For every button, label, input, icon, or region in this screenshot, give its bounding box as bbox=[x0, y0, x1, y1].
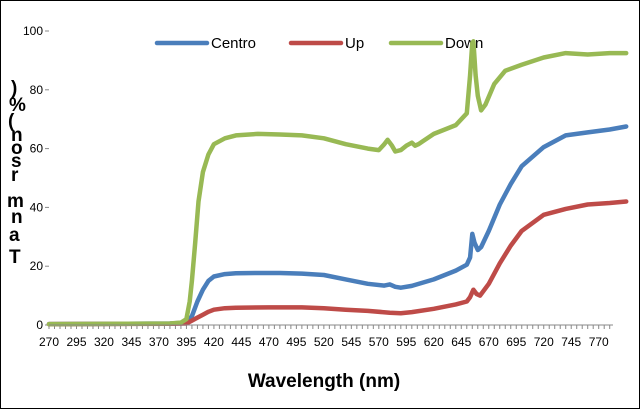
x-tick-label: 620 bbox=[424, 335, 444, 349]
x-tick-label: 595 bbox=[396, 335, 416, 349]
x-tick-label: 470 bbox=[259, 335, 279, 349]
legend-label-down: Down bbox=[445, 35, 483, 52]
y-axis-title-char: s bbox=[11, 151, 22, 172]
y-axis-ticks: 0 20 40 60 80 100 bbox=[23, 24, 49, 332]
x-tick-label: 670 bbox=[479, 335, 499, 349]
x-tick-label: 745 bbox=[561, 335, 581, 349]
y-axis-title-char: n bbox=[11, 125, 23, 146]
x-tick-label: 720 bbox=[534, 335, 554, 349]
series-line-centro bbox=[46, 124, 629, 327]
y-tick-label: 20 bbox=[30, 259, 44, 273]
x-tick-label: 370 bbox=[149, 335, 169, 349]
x-tick-label: 645 bbox=[451, 335, 471, 349]
y-axis-title-char: o bbox=[11, 138, 23, 159]
x-tick-label: 395 bbox=[176, 335, 196, 349]
y-tick-label: 0 bbox=[36, 318, 43, 332]
y-tick-label: 80 bbox=[30, 83, 44, 97]
x-tick-label: 695 bbox=[506, 335, 526, 349]
y-axis-title-char: m bbox=[7, 191, 24, 212]
y-axis-title-char: ) bbox=[11, 78, 17, 99]
legend-label-up: Up bbox=[345, 35, 364, 52]
x-tick-label: 270 bbox=[39, 335, 59, 349]
y-tick-label: 60 bbox=[30, 142, 44, 156]
x-tick-label: 345 bbox=[121, 335, 141, 349]
y-tick-label: 40 bbox=[30, 200, 44, 214]
x-tick-label: 770 bbox=[589, 335, 609, 349]
x-tick-label: 495 bbox=[286, 335, 306, 349]
x-tick-label: 520 bbox=[314, 335, 334, 349]
legend: Centro Up Down bbox=[154, 35, 483, 52]
series-line-down bbox=[46, 39, 629, 327]
y-axis-title-char: % bbox=[9, 95, 26, 116]
x-tick-label: 545 bbox=[341, 335, 361, 349]
y-tick-label: 100 bbox=[23, 24, 43, 38]
x-axis-ticks: 270 295 320 345 370 395 420 445 470 495 520 545 570 5… bbox=[39, 325, 611, 349]
x-tick-label: 445 bbox=[231, 335, 251, 349]
x-tick-label: 295 bbox=[66, 335, 86, 349]
x-tick-label: 320 bbox=[94, 335, 114, 349]
x-tick-label: 420 bbox=[204, 335, 224, 349]
y-axis-title-char: r bbox=[11, 165, 19, 186]
y-axis-title-char: T bbox=[9, 247, 21, 268]
legend-label-centro: Centro bbox=[211, 35, 256, 52]
x-tick-label: 570 bbox=[369, 335, 389, 349]
series-lines bbox=[46, 39, 629, 327]
y-axis-title-char: ( bbox=[8, 111, 15, 132]
series-line-up bbox=[46, 199, 629, 327]
y-axis-title-char: n bbox=[11, 207, 23, 228]
y-axis-title-char: a bbox=[9, 225, 20, 246]
x-axis-title: Wavelength (nm) bbox=[248, 371, 400, 392]
